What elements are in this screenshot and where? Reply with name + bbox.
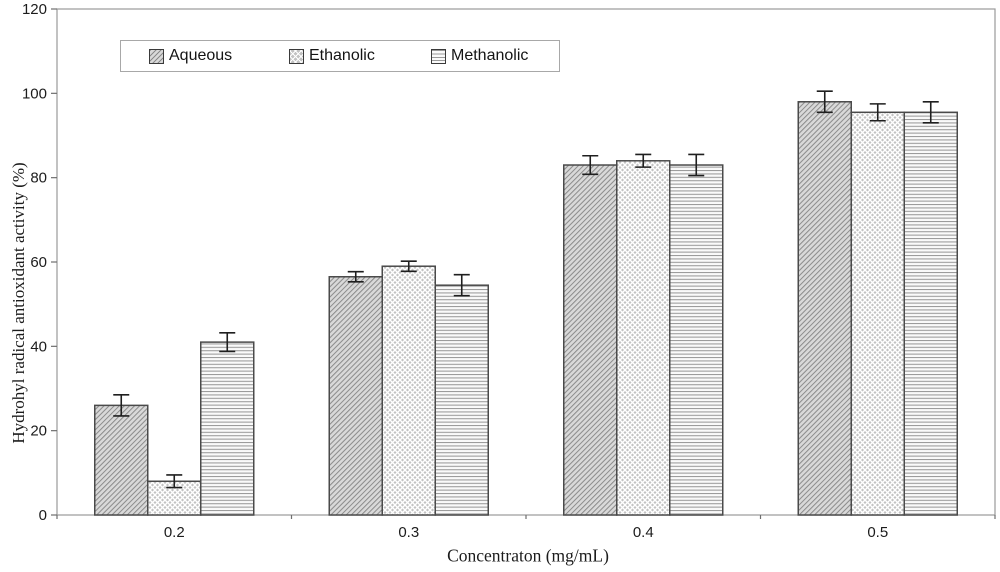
y-tick-label: 20 <box>30 423 47 440</box>
x-category-label: 0.2 <box>164 524 185 541</box>
error-bar-ethanolic-0.3 <box>400 260 417 273</box>
bar-ethanolic-0.5 <box>850 111 905 516</box>
y-tick-label: 40 <box>30 338 47 355</box>
bar-methanolic-0.4 <box>669 164 724 516</box>
error-bar-methanolic-0.3 <box>453 273 470 297</box>
legend-label-aqueous: Aqueous <box>169 47 233 64</box>
legend-item-methanolic: Methanolic <box>431 41 528 71</box>
error-bar-aqueous-0.4 <box>582 154 599 176</box>
error-bar-ethanolic-0.2 <box>166 474 183 489</box>
error-bar-aqueous-0.3 <box>347 270 364 283</box>
legend-item-ethanolic: Ethanolic <box>289 41 375 71</box>
x-category-label: 0.5 <box>867 524 888 541</box>
diamond-crosshatch-swatch-icon <box>289 48 304 64</box>
x-axis-title: Concentraton (mg/mL) <box>447 545 609 566</box>
error-bar-aqueous-0.2 <box>113 394 130 417</box>
error-bar-methanolic-0.2 <box>219 332 236 353</box>
legend-label-ethanolic: Ethanolic <box>309 47 375 64</box>
error-bar-ethanolic-0.5 <box>869 103 886 122</box>
horizontal-lines-swatch-icon <box>431 48 446 64</box>
error-bar-ethanolic-0.4 <box>635 153 652 168</box>
legend: Aqueous Ethanolic Methanolic <box>120 40 560 72</box>
x-category-label: 0.4 <box>633 524 654 541</box>
legend-item-aqueous: Aqueous <box>149 41 232 71</box>
y-tick-label: 80 <box>30 170 47 187</box>
y-tick-label: 60 <box>30 254 47 271</box>
bar-ethanolic-0.3 <box>381 265 436 516</box>
legend-label-methanolic: Methanolic <box>451 47 529 64</box>
bar-methanolic-0.5 <box>903 111 958 516</box>
error-bar-aqueous-0.5 <box>816 90 833 114</box>
bar-aqueous-0.4 <box>563 164 618 516</box>
y-axis-title: Hydrohyl radical antioxidant activity (%… <box>9 162 28 444</box>
bar-aqueous-0.5 <box>797 101 852 516</box>
diagonal-hatch-swatch-icon <box>149 48 164 64</box>
bar-methanolic-0.2 <box>200 341 255 516</box>
bar-aqueous-0.3 <box>328 276 383 516</box>
y-tick-label: 120 <box>22 1 47 18</box>
error-bar-methanolic-0.4 <box>688 153 705 177</box>
y-tick-label: 0 <box>39 507 47 524</box>
x-category-label: 0.3 <box>398 524 419 541</box>
bar-methanolic-0.3 <box>434 284 489 516</box>
y-tick-label: 100 <box>22 85 47 102</box>
error-bar-methanolic-0.5 <box>922 100 939 124</box>
bar-aqueous-0.2 <box>94 404 149 516</box>
bar-ethanolic-0.4 <box>616 160 671 516</box>
